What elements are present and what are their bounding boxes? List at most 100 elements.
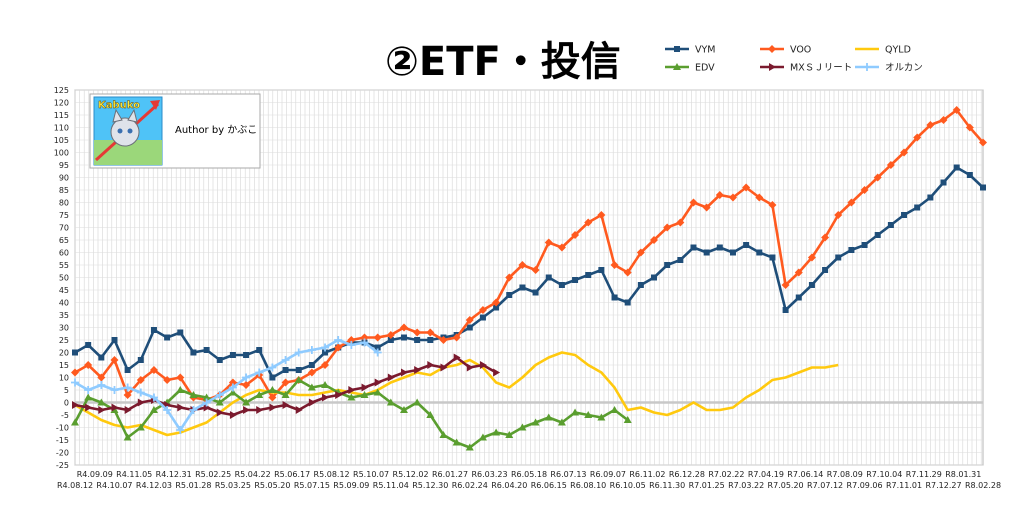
data-point-marker xyxy=(111,337,118,343)
data-point-marker xyxy=(347,341,356,349)
x-tick-label: R6.02.24 xyxy=(452,481,488,490)
data-point-marker xyxy=(374,378,382,387)
y-tick-label: 110 xyxy=(54,124,69,133)
data-point-marker xyxy=(822,267,829,273)
data-point-marker xyxy=(149,366,158,374)
data-point-marker xyxy=(202,393,211,401)
x-tick-label: R6.09.07 xyxy=(590,470,626,479)
y-tick-label: 25 xyxy=(59,336,69,345)
series-line xyxy=(74,108,984,402)
data-point-marker xyxy=(861,242,868,248)
data-point-marker xyxy=(887,222,894,228)
data-point-marker xyxy=(781,281,790,289)
data-point-marker xyxy=(110,356,119,364)
y-tick-label: 45 xyxy=(59,286,69,295)
y-tick-label: -5 xyxy=(61,411,69,420)
data-point-marker xyxy=(387,373,395,382)
data-point-marker xyxy=(478,433,487,441)
data-point-marker xyxy=(282,367,289,373)
data-point-marker xyxy=(321,343,330,352)
x-tick-label: R6.11.02 xyxy=(629,470,665,479)
data-point-marker xyxy=(927,194,934,201)
data-point-marker xyxy=(348,386,356,394)
data-point-marker xyxy=(426,328,435,337)
data-point-marker xyxy=(123,383,132,392)
legend-item: EDV xyxy=(665,63,715,74)
data-point-marker xyxy=(203,403,211,412)
data-point-marker xyxy=(189,391,198,398)
data-point-marker xyxy=(716,244,723,251)
author-label: Author by かぶこ xyxy=(175,124,257,136)
data-point-marker xyxy=(360,391,369,398)
data-point-marker xyxy=(229,352,236,358)
data-point-marker xyxy=(743,242,750,248)
x-tick-label: R6.06.15 xyxy=(531,481,567,490)
data-point-marker xyxy=(269,374,276,381)
data-point-marker xyxy=(72,349,78,356)
data-point-marker xyxy=(334,336,343,344)
x-tick-label: R4.08.12 xyxy=(57,481,93,490)
data-point-marker xyxy=(228,383,237,392)
data-point-marker xyxy=(308,398,316,407)
plot-area: 1251201151101051009590858075706560555045… xyxy=(54,86,1001,490)
y-tick-label: 85 xyxy=(59,186,69,195)
data-point-marker xyxy=(189,406,198,414)
x-tick-label: R6.07.13 xyxy=(550,470,586,479)
data-point-marker xyxy=(71,418,79,426)
data-point-marker xyxy=(465,443,474,451)
data-point-marker xyxy=(334,343,343,352)
x-tick-label: R7.10.04 xyxy=(866,470,902,479)
data-point-marker xyxy=(886,161,895,169)
x-tick-label: R5.07.15 xyxy=(294,481,330,490)
data-point-marker xyxy=(399,323,408,332)
y-tick-label: 65 xyxy=(59,236,69,245)
x-tick-label: R4.10.07 xyxy=(96,481,132,490)
data-point-marker xyxy=(255,368,264,377)
data-point-marker xyxy=(584,218,593,227)
data-point-marker xyxy=(269,403,277,412)
x-tick-label: R6.12.28 xyxy=(669,470,705,479)
data-point-marker xyxy=(900,148,909,157)
data-point-marker xyxy=(623,416,632,423)
data-point-marker xyxy=(623,268,632,277)
data-point-marker xyxy=(176,373,185,382)
data-point-marker xyxy=(518,261,527,269)
y-tick-label: -15 xyxy=(56,436,69,445)
y-tick-label: 70 xyxy=(59,224,69,233)
x-tick-label: R7.02.22 xyxy=(708,470,744,479)
data-point-marker xyxy=(373,388,382,396)
data-point-marker xyxy=(768,201,777,209)
legend-label: EDV xyxy=(695,63,715,74)
data-point-marker xyxy=(728,193,737,202)
data-point-marker xyxy=(952,106,961,114)
data-point-marker xyxy=(914,204,921,211)
data-point-marker xyxy=(84,361,93,369)
data-point-marker xyxy=(308,362,315,368)
data-point-marker xyxy=(794,268,803,277)
data-point-marker xyxy=(821,233,830,242)
data-point-marker xyxy=(493,368,501,377)
data-point-marker xyxy=(85,342,92,348)
data-point-marker xyxy=(637,282,644,288)
data-point-marker xyxy=(136,423,145,431)
legend-item: VYM xyxy=(665,45,716,56)
data-point-marker xyxy=(268,363,277,372)
y-tick-label: 35 xyxy=(59,311,69,320)
data-point-marker xyxy=(703,249,710,256)
x-tick-label: R5.08.12 xyxy=(314,470,350,479)
x-tick-label: R6.01.27 xyxy=(432,470,468,479)
x-tick-label: R5.12.02 xyxy=(393,470,429,479)
data-point-marker xyxy=(926,121,935,129)
data-point-marker xyxy=(282,401,290,409)
data-point-marker xyxy=(136,388,145,397)
data-point-marker xyxy=(663,223,672,232)
data-point-marker xyxy=(71,368,79,377)
x-tick-label: R5.04.22 xyxy=(235,470,271,479)
data-point-marker xyxy=(493,304,500,311)
data-point-marker xyxy=(256,347,263,353)
data-point-marker xyxy=(216,408,224,417)
y-tick-label: 55 xyxy=(59,261,69,270)
data-point-marker xyxy=(124,406,132,414)
data-point-marker xyxy=(307,383,316,391)
